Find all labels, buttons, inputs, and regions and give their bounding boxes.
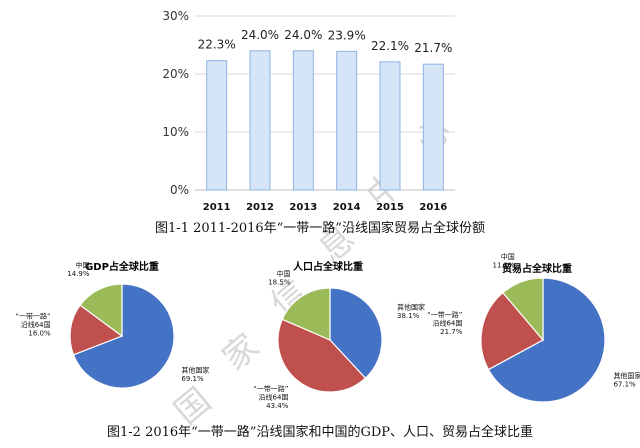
x-category-label: 2013 — [289, 202, 317, 213]
pie-slice-other — [329, 287, 383, 379]
bar-data-label: 24.0% — [284, 28, 322, 42]
pie-slice-label: “一带一路”沿线64国 43.4% — [253, 384, 289, 410]
pie-slice-belt — [277, 318, 367, 393]
pie-slice-label: “一带一路”沿线64国 21.7% — [427, 310, 463, 336]
bar-2011 — [206, 60, 228, 191]
bar-2013 — [292, 50, 314, 191]
bar-data-label: 21.7% — [414, 41, 452, 55]
pie-slice-belt — [69, 304, 124, 356]
bar-gridlines — [195, 15, 455, 191]
x-category-label: 2014 — [333, 202, 361, 213]
bar-data-labels: 22.3% 24.0% 24.0% 23.9% 22.1% 21.7% — [198, 28, 453, 55]
y-tick-label: 30% — [162, 9, 189, 23]
pie-title: 人口占全球比重 — [293, 260, 363, 273]
y-tick-label: 0% — [170, 183, 189, 197]
pie-title: GDP占全球比重 — [85, 260, 159, 273]
x-category-label: 2016 — [419, 202, 447, 213]
x-category-label: 2011 — [203, 202, 231, 213]
bar-data-label: 23.9% — [328, 28, 366, 42]
x-axis-categories: 2011 2012 2013 2014 2015 2016 — [203, 202, 448, 213]
pie-slice-label: 其他国家 38.1% — [397, 303, 425, 321]
bar-2012 — [249, 50, 271, 191]
y-tick-label: 10% — [162, 125, 189, 139]
bar-data-label: 24.0% — [241, 28, 279, 42]
bar-data-label: 22.3% — [198, 38, 236, 52]
bar-chart-caption: 图1-1 2011-2016年“一带一路”沿线国家贸易占全球份额 — [155, 220, 485, 236]
bar-data-label: 22.1% — [371, 39, 409, 53]
y-tick-label: 20% — [162, 67, 189, 81]
pie-title: 贸易占全球比重 — [502, 262, 572, 275]
pie-slice-other — [72, 283, 175, 389]
pie-slice-label: “一带一路”沿线64国 16.0% — [15, 312, 51, 338]
pie-slice-china — [281, 287, 331, 341]
watermark-char: 家 — [215, 326, 267, 378]
pie-slice-other — [487, 277, 606, 403]
bar-2015 — [379, 61, 401, 191]
pie-slice-china — [502, 277, 544, 342]
pie-chart-caption: 图1-2 2016年“一带一路”沿线国家和中国的GDP、人口、贸易占全球比重 — [107, 424, 533, 440]
pie-slice-belt — [480, 291, 544, 371]
bars — [206, 50, 444, 191]
x-category-label: 2012 — [246, 202, 274, 213]
x-category-label: 2015 — [376, 202, 404, 213]
pie-slice-china — [79, 283, 123, 338]
bar-chart: 0% 10% 20% 30% 22.3% 24.0% 24.0% 23.9% 22.1% 21.… — [162, 9, 455, 213]
bar-2014 — [336, 50, 358, 191]
pie-slice-label: 中国 14.9% — [67, 261, 90, 279]
y-axis-ticks: 0% 10% 20% 30% — [162, 9, 189, 197]
bar-2016 — [422, 63, 444, 191]
pie-slice-label: 其他国家 69.1% — [181, 366, 209, 384]
pie-slice-label: 中国 11.2% — [492, 252, 515, 270]
pie-slice-label: 中国 18.5% — [268, 269, 291, 287]
pie-slice-label: 其他国家 67.1% — [613, 371, 640, 389]
